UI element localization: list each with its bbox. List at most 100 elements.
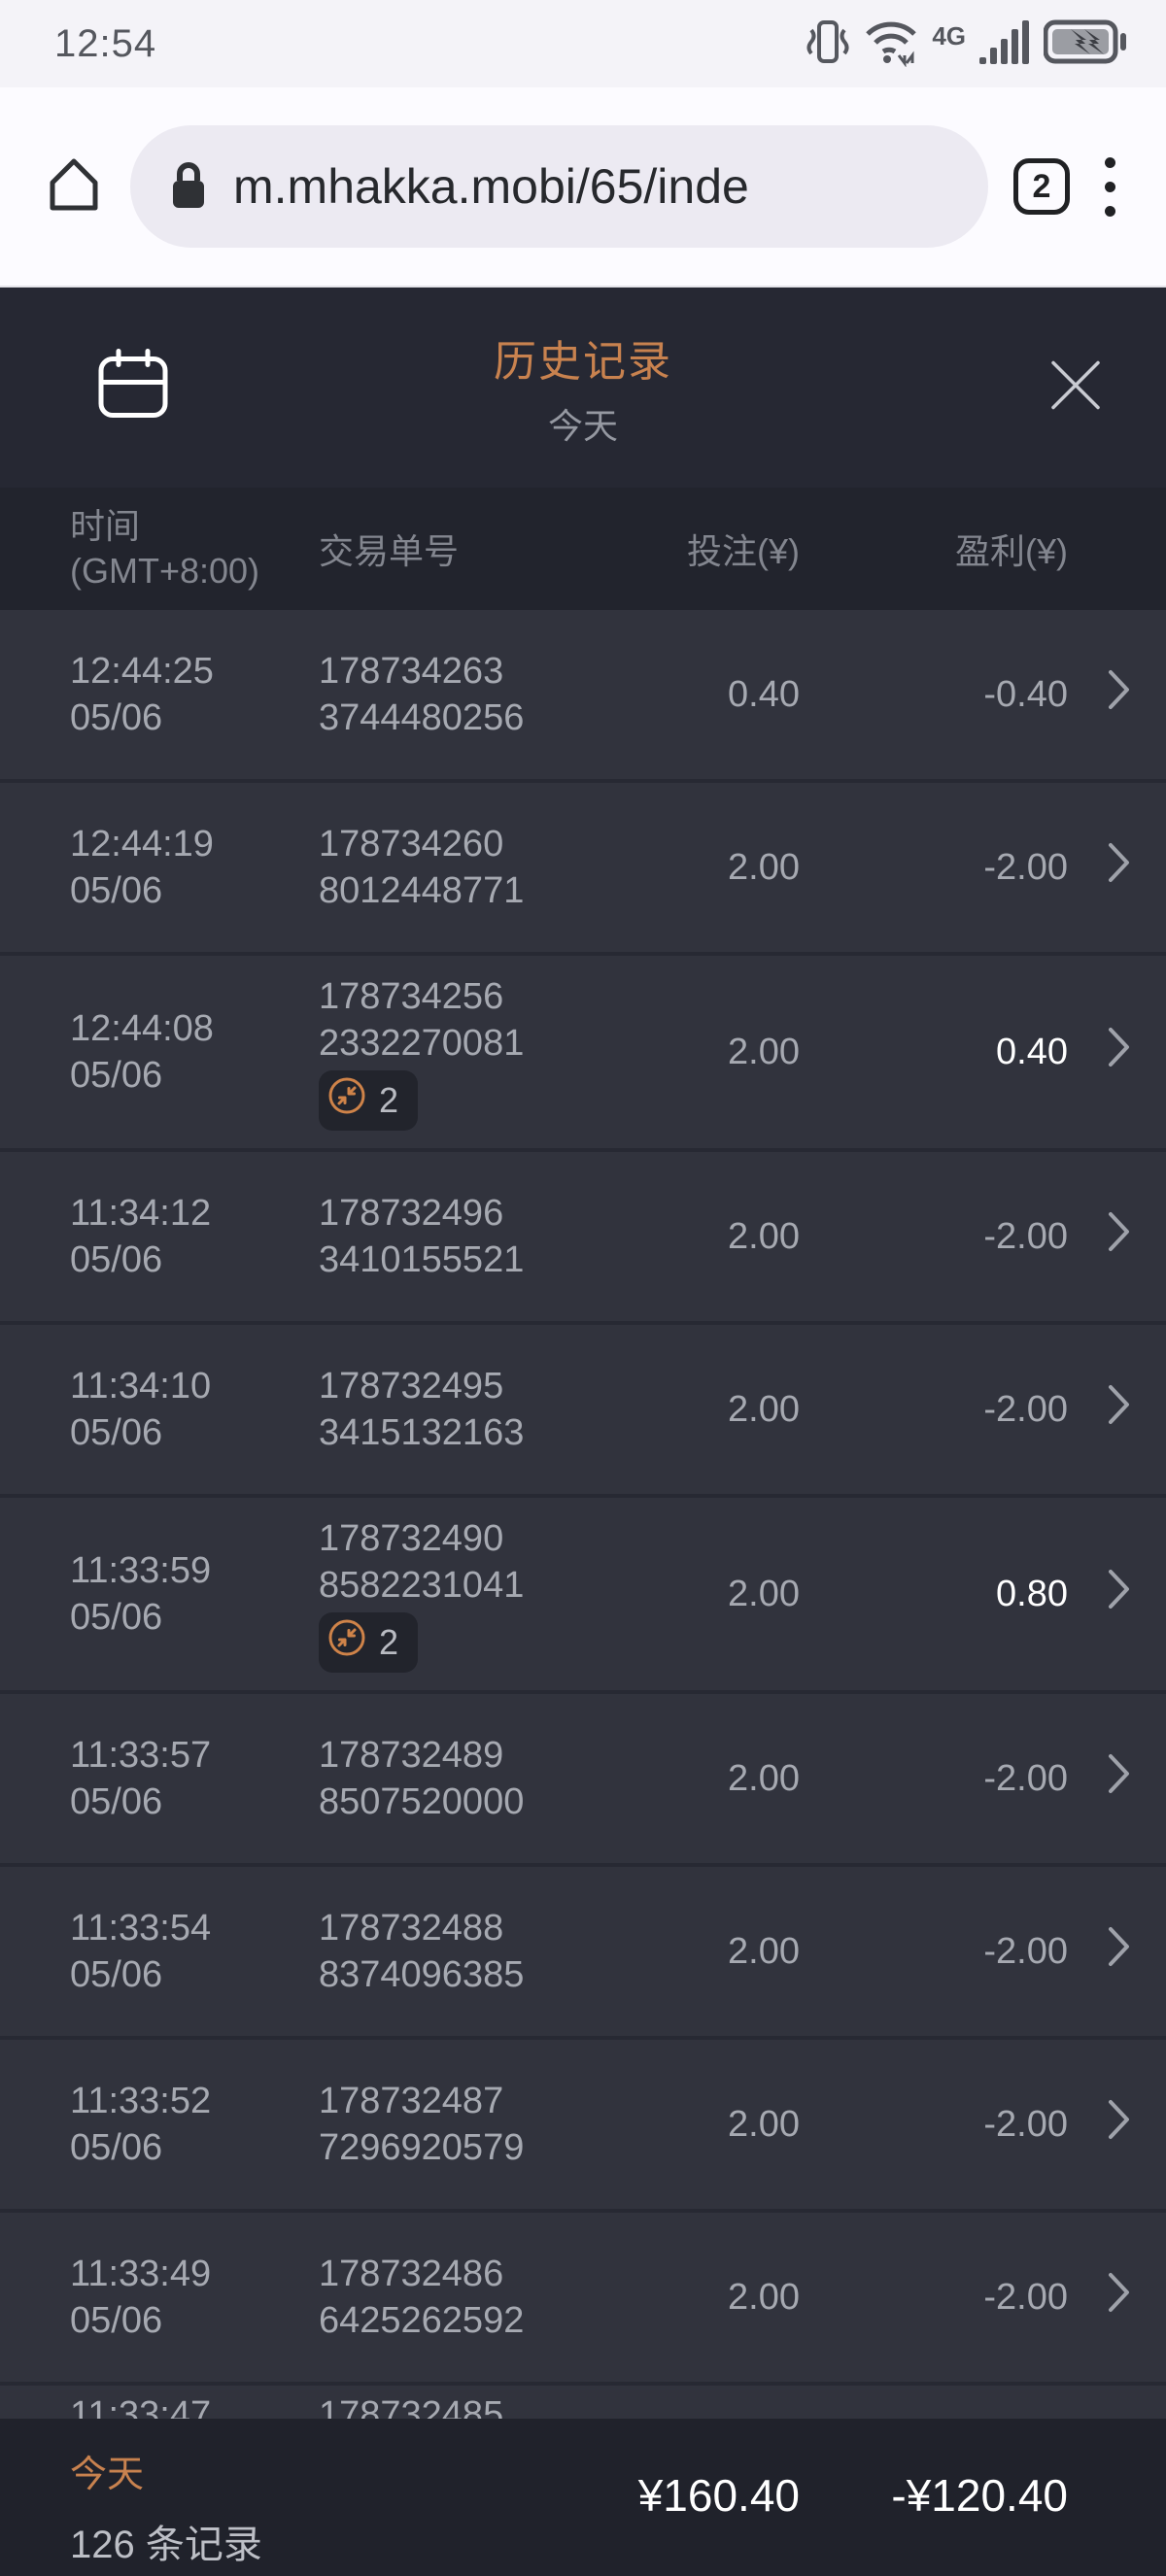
row-date: 05/06	[70, 2127, 163, 2168]
close-button[interactable]	[1046, 356, 1106, 421]
table-row[interactable]: 12:44:25 05/06 178734263 3744480256 0.40…	[0, 610, 1166, 779]
browser-toolbar: m.mhakka.mobi/65/inde 2	[0, 87, 1166, 288]
chevron-right-icon	[1107, 1751, 1132, 1806]
row-date: 05/06	[70, 1597, 163, 1638]
history-header: 历史记录 今天	[0, 288, 1166, 488]
table-row[interactable]: 11:33:49 05/06 178732486 6425262592 2.00…	[0, 2213, 1166, 2382]
row-profit: -2.00	[983, 1215, 1068, 1257]
chevron-right-icon	[1107, 1209, 1132, 1264]
row-time-cell: 11:34:12 05/06	[70, 1190, 319, 1283]
row-order-2: 8507520000	[319, 1781, 525, 1822]
signal-bars-icon	[979, 17, 1030, 72]
wifi-icon	[864, 17, 918, 72]
row-profit: -2.00	[983, 1388, 1068, 1430]
chevron-right-icon	[1107, 1924, 1132, 1979]
chevron-right-icon	[1107, 2097, 1132, 2152]
row-bet: 2.00	[728, 1573, 800, 1614]
col-header-bet: 投注(¥)	[687, 531, 800, 571]
row-time-cell: 11:33:49 05/06	[70, 2251, 319, 2344]
row-order-cell: 178734263 3744480256	[319, 648, 686, 741]
date-filter-label: 今天	[547, 406, 618, 446]
table-row[interactable]: 11:33:57 05/06 178732489 8507520000 2.00…	[0, 1694, 1166, 1863]
row-profit: -2.00	[983, 2103, 1068, 2145]
row-time-cell: 11:33:52 05/06	[70, 2078, 319, 2171]
table-row[interactable]: 12:44:08 05/06 178734256 2332270081 2 2.…	[0, 956, 1166, 1148]
row-chevron-cell	[1068, 2097, 1132, 2152]
row-time-cell: 11:34:10 05/06	[70, 1363, 319, 1456]
row-chevron-cell	[1068, 667, 1132, 722]
row-bet: 2.00	[728, 846, 800, 888]
row-profit: -2.00	[983, 1757, 1068, 1799]
tab-switcher-button[interactable]: 2	[1013, 158, 1070, 215]
summary-record-count: 126 条记录	[70, 2524, 262, 2566]
row-order-1: 178734260	[319, 824, 504, 864]
col-header-profit: 盈利(¥)	[955, 531, 1068, 571]
row-order-cell: 178732486 6425262592	[319, 2251, 686, 2344]
calendar-button[interactable]	[93, 346, 173, 430]
row-order-2: 3415132163	[319, 1412, 525, 1453]
row-bet: 2.00	[728, 1930, 800, 1972]
row-profit: 0.40	[996, 1031, 1068, 1072]
table-column-headers: 时间 (GMT+8:00) 交易单号 投注(¥) 盈利(¥)	[0, 488, 1166, 610]
row-time: 12:44:25	[70, 651, 214, 692]
history-list: 12:44:25 05/06 178734263 3744480256 0.40…	[0, 610, 1166, 2576]
row-order-1: 178732488	[319, 1908, 504, 1949]
table-row[interactable]: 11:33:52 05/06 178732487 7296920579 2.00…	[0, 2040, 1166, 2209]
status-bar: 12:54 4G	[0, 0, 1166, 87]
row-profit: 0.80	[996, 1573, 1068, 1614]
table-row[interactable]: 11:34:12 05/06 178732496 3410155521 2.00…	[0, 1152, 1166, 1321]
badge-count: 2	[379, 1080, 399, 1120]
row-bet: 2.00	[728, 1388, 800, 1430]
home-button[interactable]	[43, 153, 105, 220]
url-text: m.mhakka.mobi/65/inde	[233, 159, 749, 214]
row-order-cell: 178732489 8507520000	[319, 1732, 686, 1825]
row-time-cell: 12:44:19 05/06	[70, 821, 319, 914]
row-order-2: 7296920579	[319, 2127, 525, 2168]
col-header-order: 交易单号	[319, 531, 460, 571]
vibrate-icon	[806, 17, 850, 72]
table-row[interactable]: 12:44:19 05/06 178734260 8012448771 2.00…	[0, 783, 1166, 952]
combo-arrows-icon	[326, 1075, 367, 1126]
row-order-cell: 178732490 8582231041 2	[319, 1515, 686, 1673]
row-order-2: 2332270081	[319, 1023, 525, 1064]
summary-total-bet: ¥160.40	[637, 2470, 800, 2521]
address-bar[interactable]: m.mhakka.mobi/65/inde	[130, 125, 988, 248]
row-bet: 2.00	[728, 1031, 800, 1072]
row-time: 11:33:54	[70, 1908, 212, 1949]
row-chevron-cell	[1068, 1567, 1132, 1621]
row-bet: 2.00	[728, 2103, 800, 2145]
chevron-right-icon	[1107, 2270, 1132, 2324]
row-bet: 2.00	[728, 1757, 800, 1799]
row-chevron-cell	[1068, 1209, 1132, 1264]
row-order-1: 178732496	[319, 1193, 504, 1234]
row-time-cell: 12:44:25 05/06	[70, 648, 319, 741]
row-order-1: 178734256	[319, 976, 504, 1017]
page-title: 历史记录	[494, 338, 672, 386]
chevron-right-icon	[1107, 1567, 1132, 1621]
row-time: 11:33:57	[70, 1735, 212, 1776]
row-date: 05/06	[70, 1055, 163, 1096]
table-row[interactable]: 11:33:54 05/06 178732488 8374096385 2.00…	[0, 1867, 1166, 2036]
row-order-2: 8012448771	[319, 870, 525, 911]
table-row[interactable]: 11:34:10 05/06 178732495 3415132163 2.00…	[0, 1325, 1166, 1494]
row-time: 11:34:12	[70, 1193, 212, 1234]
row-bet: 2.00	[728, 2276, 800, 2318]
row-order-2: 6425262592	[319, 2300, 525, 2341]
status-icons: 4G	[806, 17, 1127, 72]
browser-menu-button[interactable]	[1095, 150, 1125, 224]
battery-charging-icon	[1043, 17, 1127, 72]
row-bet: 0.40	[728, 673, 800, 715]
row-order-cell: 178734256 2332270081 2	[319, 973, 686, 1131]
clock: 12:54	[54, 21, 157, 65]
combo-badge: 2	[319, 1070, 419, 1131]
table-row[interactable]: 11:33:59 05/06 178732490 8582231041 2 2.…	[0, 1498, 1166, 1690]
row-time-cell: 11:33:57 05/06	[70, 1732, 319, 1825]
row-time: 11:33:59	[70, 1550, 212, 1591]
chevron-right-icon	[1107, 840, 1132, 895]
row-order-1: 178732495	[319, 1366, 504, 1407]
combo-arrows-icon	[326, 1617, 367, 1668]
col-header-time: 时间	[70, 506, 141, 546]
row-order-cell: 178732496 3410155521	[319, 1190, 686, 1283]
row-date: 05/06	[70, 1954, 163, 1995]
